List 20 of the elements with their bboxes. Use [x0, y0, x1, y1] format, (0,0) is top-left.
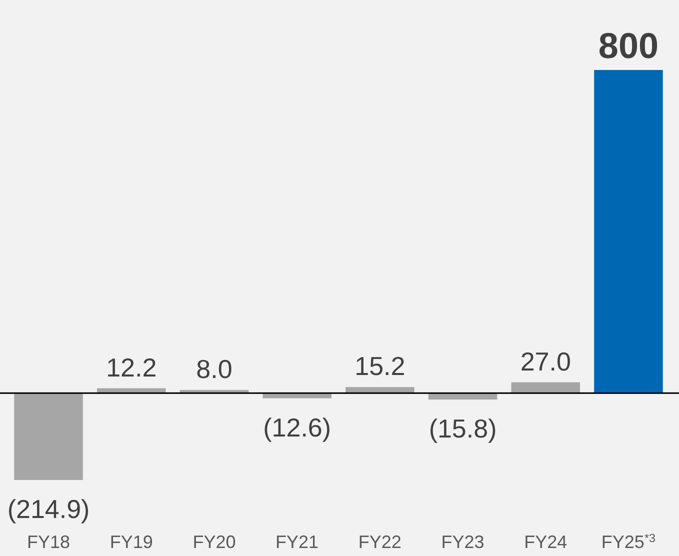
data-label: 15.2 — [354, 351, 406, 382]
data-label: (12.6) — [263, 412, 332, 442]
data-label: (15.8) — [428, 414, 497, 444]
bar — [14, 393, 83, 480]
bar — [511, 382, 580, 394]
data-label: 12.2 — [106, 352, 157, 382]
bar — [346, 387, 414, 394]
data-label: 27.0 — [520, 346, 571, 376]
x-tick-label: FY20 — [192, 532, 236, 552]
bar — [594, 70, 663, 394]
x-tick-label: FY18 — [27, 532, 70, 552]
data-label: 800 — [598, 25, 659, 66]
x-tick-label: FY22 — [358, 532, 402, 552]
x-tick-label: FY19 — [110, 532, 153, 552]
x-tick-label: FY21 — [276, 532, 319, 552]
x-tick-label: FY23 — [441, 532, 484, 552]
data-label: (214.9) — [7, 494, 90, 524]
x-tick-label: FY24 — [524, 532, 568, 552]
x-tick-label: FY25$^{*3}$ — [601, 532, 656, 552]
data-label: 8.0 — [196, 354, 232, 384]
